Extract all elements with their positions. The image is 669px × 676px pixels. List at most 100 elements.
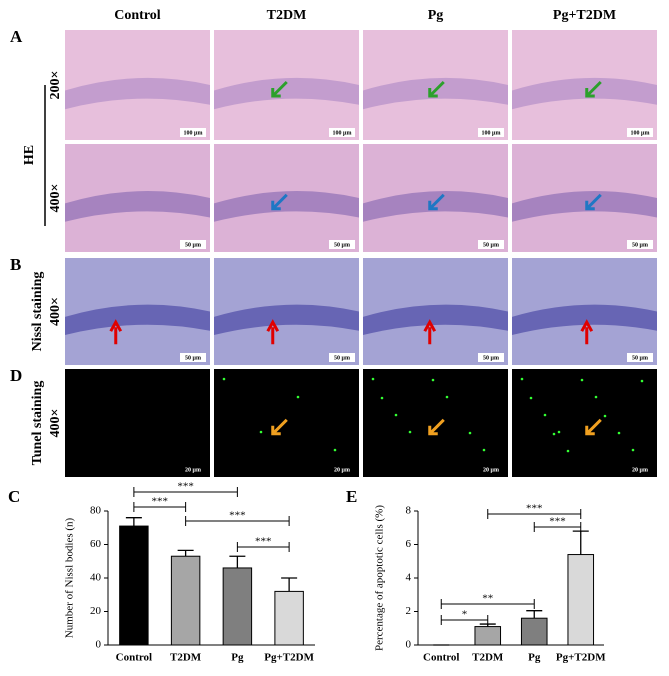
panel-letter: D (10, 366, 22, 385)
panel-letter: B (10, 255, 21, 274)
scale-bar-label: 20 μm (632, 467, 648, 473)
bar (222, 567, 253, 646)
y-tick-label: 20 (90, 605, 102, 617)
scale-bar-bg (180, 353, 206, 362)
scale-bar-label: 100 μm (482, 130, 501, 136)
significance-label: *** (526, 503, 543, 515)
tunel-dot (371, 377, 375, 381)
micrograph (65, 369, 210, 477)
row-label: Tunel staining (30, 381, 45, 466)
tunel-dot (640, 379, 644, 383)
error-bar (229, 555, 246, 568)
tunel-dot (482, 448, 486, 452)
x-tick-label: Pg+T2DM (556, 652, 606, 664)
y-tick-label: 6 (406, 538, 412, 550)
cell-layer (363, 77, 508, 110)
tunel-dot (408, 430, 412, 434)
scale-bar-bg (478, 353, 504, 362)
significance-label: * (462, 609, 468, 621)
tunel-dot (333, 448, 337, 452)
column-header: T2DM (267, 8, 307, 23)
y-tick-label: 8 (406, 505, 412, 517)
scale-bar-label: 50 μm (632, 355, 648, 361)
significance-bracket (185, 516, 290, 526)
tunel-dot (468, 431, 472, 435)
scale-bar-bg (627, 128, 653, 137)
error-bar (526, 610, 543, 619)
arrow (428, 193, 445, 211)
x-tick-label: T2DM (472, 652, 504, 664)
scale-bar-bg (627, 240, 653, 249)
scale-bar-bg (329, 240, 355, 249)
cell-layer (65, 191, 210, 222)
scale-bar-label: 20 μm (185, 467, 201, 473)
arrow (271, 193, 288, 211)
significance-bracket (133, 502, 187, 512)
tunel-dot (259, 430, 263, 434)
tunel-dot (552, 432, 556, 436)
y-tick-label: 0 (406, 639, 412, 651)
arrow (271, 80, 288, 98)
arrow (271, 418, 288, 436)
bar (520, 617, 548, 646)
significance-label: *** (152, 496, 169, 508)
y-tick-label: 2 (406, 605, 412, 617)
significance-bracket (487, 509, 582, 519)
scale-bar-label: 100 μm (631, 130, 650, 136)
tunel-dot (594, 395, 598, 399)
error-bar (177, 549, 194, 557)
panel-letter: E (346, 487, 357, 506)
scale-bar-bg (329, 353, 355, 362)
scale-bar-label: 100 μm (184, 130, 203, 136)
x-tick-label: Pg (528, 652, 541, 664)
arrow (585, 193, 602, 211)
tunel-dot (631, 448, 635, 452)
cell-layer (214, 191, 359, 222)
tunel-dot (394, 413, 398, 417)
scale-bar-bg (478, 465, 504, 474)
tunel-dot (520, 377, 524, 381)
magnification: 400× (48, 297, 63, 326)
significance-label: *** (177, 481, 194, 493)
magnification: 400× (48, 184, 63, 213)
cell-layer (512, 77, 657, 110)
cell-layer (363, 304, 508, 336)
significance-bracket (133, 487, 238, 497)
y-tick-label: 60 (90, 538, 102, 550)
error-bar (572, 530, 589, 555)
tunel-dot (617, 431, 621, 435)
cell-layer (65, 304, 210, 336)
significance-bracket (440, 599, 535, 609)
tunel-dot (543, 413, 547, 417)
error-bar (281, 577, 298, 592)
scale-bar-bg (627, 353, 653, 362)
scale-bar-bg (180, 240, 206, 249)
bar (119, 525, 149, 646)
x-tick-label: Control (116, 652, 152, 664)
tunel-dot (445, 395, 449, 399)
magnification: 200× (48, 71, 63, 100)
cell-layer (512, 191, 657, 222)
y-axis-label: Percentage of apoptotic cells (%) (374, 505, 386, 651)
scale-bar-label: 50 μm (334, 355, 350, 361)
scale-bar-label: 50 μm (185, 242, 201, 248)
tunel-dot (566, 449, 570, 453)
tunel-dot (557, 430, 561, 434)
tunel-dot (296, 395, 300, 399)
column-header: Control (114, 8, 161, 23)
cell-layer (512, 304, 657, 336)
arrow (428, 80, 445, 98)
significance-label: *** (549, 516, 566, 528)
scale-bar-bg (329, 465, 355, 474)
scale-bar-label: 50 μm (185, 355, 201, 361)
micrograph (214, 369, 359, 477)
x-tick-label: Pg+T2DM (264, 652, 314, 664)
bar (274, 590, 304, 646)
panel-letter: C (8, 487, 20, 506)
significance-label: ** (482, 593, 493, 605)
scale-bar-bg (180, 128, 206, 137)
tunel-dot (603, 414, 607, 418)
bar (567, 554, 595, 646)
cell-layer (214, 304, 359, 336)
